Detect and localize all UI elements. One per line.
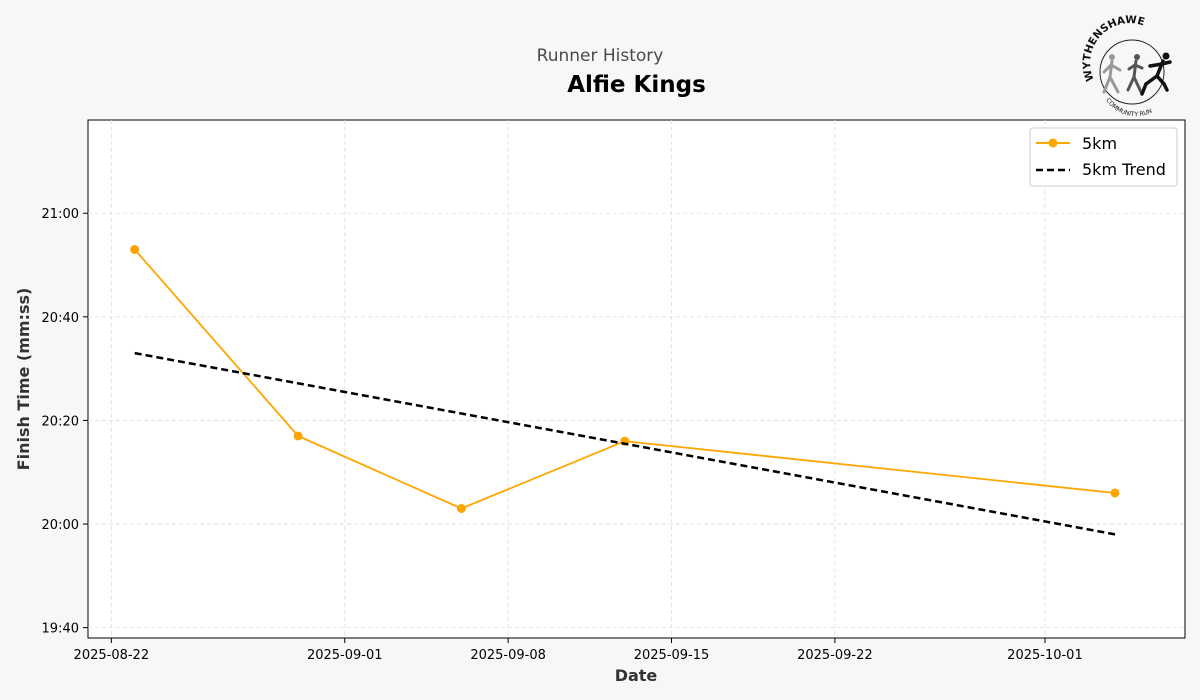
series-5km-point	[293, 431, 303, 441]
y-axis-label: Finish Time (mm:ss)	[14, 288, 33, 471]
logo-text-top: WYTHENSHAWE	[1081, 14, 1146, 83]
chart-title: Alfie Kings	[567, 72, 706, 98]
legend-trend-label: 5km Trend	[1082, 160, 1166, 179]
x-tick-label: 2025-10-01	[1007, 648, 1083, 663]
logo-ring	[1099, 39, 1165, 105]
x-tick-label: 2025-08-22	[74, 648, 150, 663]
runner-icon-mid	[1126, 54, 1144, 94]
series-layer	[130, 245, 1120, 536]
y-tick-label: 20:40	[42, 311, 79, 326]
plot-area	[87, 119, 1186, 639]
legend: 5km 5km Trend	[1029, 127, 1178, 187]
series-5km-point	[1110, 488, 1120, 498]
legend-5km-marker	[1048, 138, 1058, 148]
x-axis-label: Date	[615, 666, 658, 685]
runner-icon-dark	[1140, 52, 1172, 96]
legend-5km-label: 5km	[1082, 134, 1117, 153]
x-tick-label: 2025-09-15	[634, 648, 710, 663]
y-axis-ticks: 19:40 20:00 20:20 20:40 21:00	[42, 207, 88, 637]
series-5km-point	[130, 245, 140, 254]
y-tick-label: 20:00	[42, 518, 79, 533]
x-tick-label: 2025-09-01	[307, 648, 383, 663]
runner-icon-light	[1102, 54, 1122, 94]
y-tick-label: 20:20	[42, 414, 79, 429]
x-tick-label: 2025-09-08	[470, 648, 546, 663]
logo: WYTHENSHAWE COMMUNITY RUN	[1081, 14, 1172, 118]
x-axis-ticks: 2025-08-22 2025-09-01 2025-09-08 2025-09-15…	[74, 638, 1083, 663]
logo-text-bottom: COMMUNITY RUN	[1104, 97, 1153, 118]
series-5km-trend-line	[134, 351, 1116, 536]
grid	[88, 120, 1185, 638]
chart-subtitle: Runner History	[536, 46, 664, 66]
y-tick-label: 19:40	[42, 622, 79, 637]
x-tick-label: 2025-09-22	[797, 648, 873, 663]
y-tick-label: 21:00	[42, 207, 79, 222]
series-5km-point	[456, 504, 466, 513]
